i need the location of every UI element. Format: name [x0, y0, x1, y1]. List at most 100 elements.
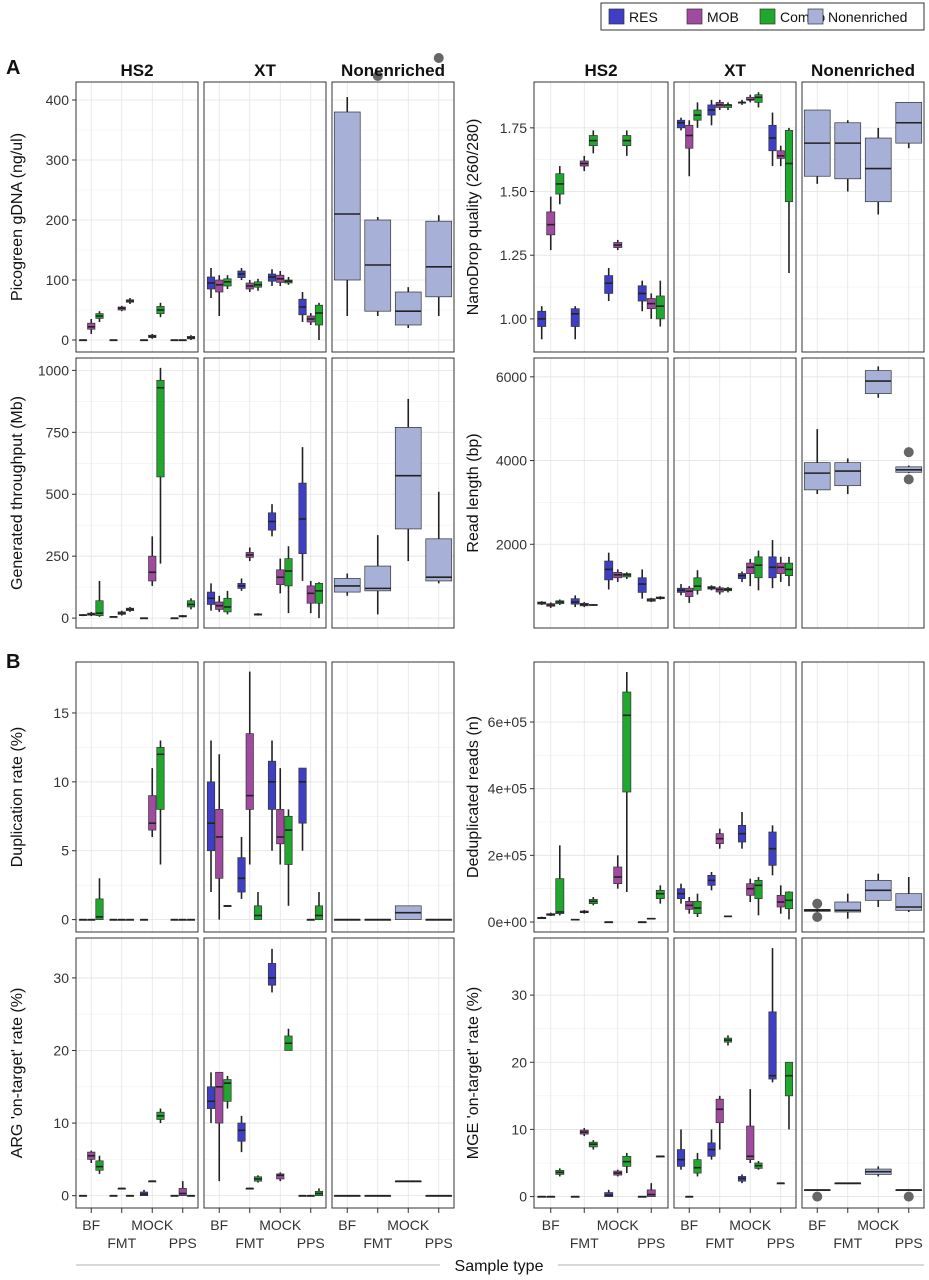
panel-bg	[204, 82, 326, 352]
y-axis-title: Duplication rate (%)	[9, 727, 26, 868]
box-combo	[588, 897, 598, 906]
box-res	[707, 1129, 716, 1160]
box-res	[78, 339, 88, 342]
box-nonenriched	[394, 905, 422, 920]
box-body	[276, 1173, 285, 1180]
x-tick-label: BF	[680, 1217, 698, 1233]
box-combo	[655, 885, 665, 904]
box-body	[895, 893, 923, 911]
x-tick-label: BF	[542, 1217, 560, 1233]
box-res	[604, 921, 614, 924]
box-body	[298, 767, 307, 824]
y-tick-label: 30	[53, 970, 69, 986]
legend-swatch-res	[608, 8, 625, 25]
y-tick-label: 4e+05	[488, 781, 528, 797]
box-mob	[646, 917, 656, 920]
box-res	[109, 616, 118, 618]
box-res	[570, 306, 580, 340]
box-mob	[613, 855, 623, 889]
box-res	[78, 614, 88, 617]
box-res	[206, 740, 216, 893]
box-mob	[148, 536, 157, 586]
box-res	[109, 918, 118, 921]
box-body	[754, 556, 763, 579]
box-combo	[284, 277, 293, 285]
box-mob	[646, 293, 656, 319]
box-combo	[284, 809, 293, 906]
box-mob	[776, 1182, 785, 1185]
panel-bg	[674, 938, 796, 1208]
box-body	[253, 905, 263, 920]
panel-border	[801, 661, 925, 933]
box-mob	[613, 569, 623, 582]
box-outlier	[812, 1191, 823, 1202]
y-axis-title: Generated throughput (Mb)	[9, 396, 26, 590]
box-combo	[95, 1155, 104, 1174]
box-combo	[784, 127, 794, 274]
box-mob	[117, 610, 126, 616]
box-mob	[579, 155, 589, 172]
panel-border	[331, 81, 455, 353]
box-res	[768, 825, 777, 876]
box-combo	[588, 604, 598, 606]
box-combo	[655, 280, 665, 327]
panel-border	[673, 81, 797, 353]
box-mob	[276, 271, 285, 286]
box-mob	[776, 556, 785, 582]
panel-bg	[534, 82, 668, 352]
box-body	[685, 587, 694, 597]
box-res	[570, 1195, 580, 1198]
box-combo	[784, 1061, 794, 1130]
box-mob	[87, 611, 96, 617]
y-tick-label: 500	[46, 486, 70, 502]
box-nonenriched	[425, 53, 453, 316]
box-mob	[215, 275, 224, 316]
box-res	[267, 504, 277, 537]
box-res	[676, 883, 686, 904]
box-res	[737, 812, 747, 849]
box-body	[693, 1159, 702, 1174]
box-combo	[284, 546, 293, 614]
box-nonenriched	[864, 1166, 892, 1177]
box-body	[284, 558, 293, 587]
box-res	[267, 269, 277, 286]
box-body	[776, 150, 785, 159]
panel-border	[801, 357, 925, 629]
box-res	[237, 268, 246, 280]
box-body	[267, 760, 277, 810]
box-body	[314, 583, 324, 604]
y-tick-label: 4000	[496, 453, 527, 469]
panel-border	[75, 357, 199, 629]
y-axis-title: Read length (bp)	[465, 433, 482, 552]
box-combo	[555, 845, 565, 916]
box-mob	[715, 1095, 724, 1150]
box-res	[267, 740, 277, 851]
box-res	[570, 595, 580, 608]
box-body	[715, 1098, 724, 1124]
y-tick-label: 6000	[496, 369, 527, 385]
box-body	[676, 1149, 686, 1167]
box-combo	[314, 302, 324, 340]
box-combo	[723, 1035, 733, 1046]
box-res	[707, 585, 716, 591]
y-tick-label: 0	[61, 610, 69, 626]
box-mob	[306, 918, 315, 921]
box-body	[655, 295, 665, 320]
box-combo	[314, 1188, 324, 1197]
box-nonenriched	[425, 1194, 453, 1197]
box-body	[245, 733, 254, 810]
box-nonenriched	[364, 918, 392, 921]
legend-box	[600, 2, 925, 31]
box-body	[333, 111, 361, 281]
box-combo	[284, 1028, 293, 1051]
box-body	[425, 538, 453, 582]
box-mob	[148, 768, 157, 837]
y-tick-label: 250	[46, 548, 70, 564]
box-mob	[613, 1169, 623, 1177]
box-nonenriched	[394, 1180, 422, 1183]
box-res	[78, 918, 88, 921]
box-body	[314, 304, 324, 326]
box-combo	[588, 1140, 598, 1150]
box-combo	[655, 1155, 665, 1158]
legend-swatch-nonenriched	[807, 8, 824, 25]
